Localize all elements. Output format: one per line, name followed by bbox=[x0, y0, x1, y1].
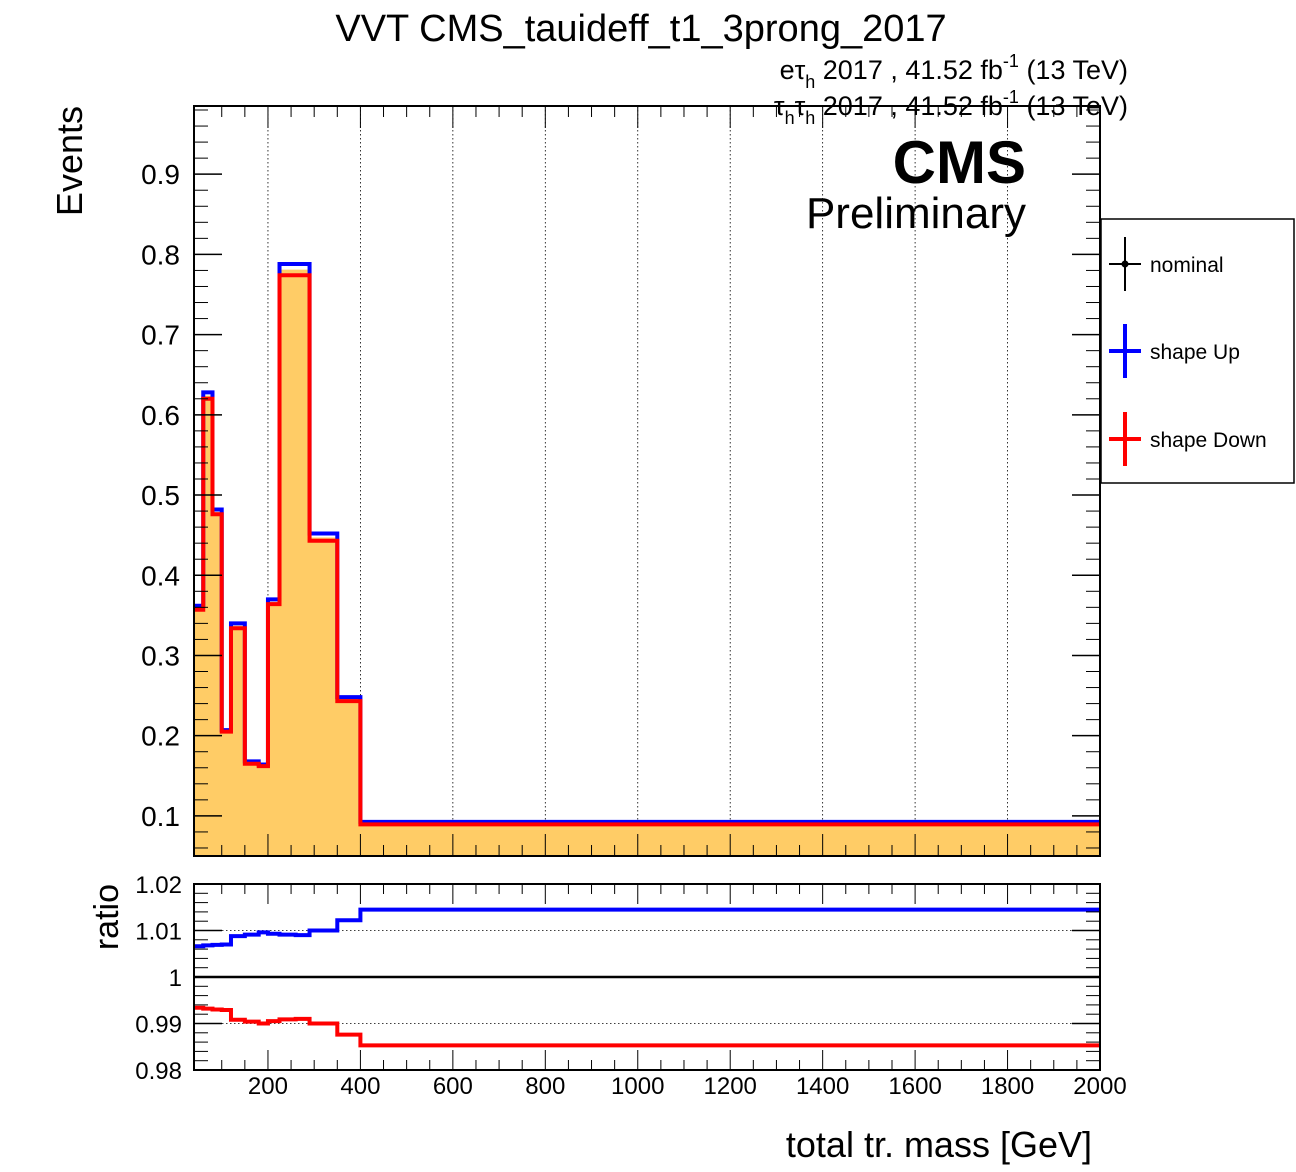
xtick-label-8: 1800 bbox=[981, 1073, 1034, 1100]
top-ytick-label-1: 0.2 bbox=[141, 721, 180, 752]
legend-entry-up: shape Up bbox=[1109, 324, 1240, 378]
channel-label-2: τhτh 2017 , 41.52 fb-1 (13 TeV) bbox=[774, 87, 1128, 128]
ratio-grid bbox=[194, 930, 1100, 1024]
x-axis-label: total tr. mass [GeV] bbox=[786, 1124, 1092, 1165]
top-ytick-label-5: 0.6 bbox=[141, 400, 180, 431]
top-ticks bbox=[194, 106, 1100, 856]
ratio-ytick-labels: 0.98 0.99 1 1.01 1.02 bbox=[135, 872, 182, 1085]
top-ytick-labels: 0.1 0.2 0.3 0.4 0.5 0.6 0.7 0.8 0.9 bbox=[141, 159, 180, 832]
legend-entry-nominal: nominal bbox=[1109, 237, 1224, 291]
xtick-label-5: 1200 bbox=[704, 1073, 757, 1100]
preliminary-label: Preliminary bbox=[806, 189, 1026, 238]
top-lines bbox=[194, 262, 1100, 827]
top-ytick-label-3: 0.4 bbox=[141, 560, 180, 591]
top-ylabel: Events bbox=[49, 106, 90, 216]
ratio-ytick-label-0: 0.98 bbox=[135, 1058, 182, 1085]
xtick-labels: 200 400 600 800 1000 1200 1400 1600 1800 2000 bbox=[248, 1073, 1127, 1100]
top-ytick-label-8: 0.9 bbox=[141, 159, 180, 190]
cms-label: CMS bbox=[893, 129, 1026, 196]
xtick-label-0: 200 bbox=[248, 1073, 288, 1100]
xtick-label-2: 600 bbox=[433, 1073, 473, 1100]
chart-title: VVT CMS_tauideff_t1_3prong_2017 bbox=[335, 8, 946, 50]
top-frame bbox=[193, 105, 1101, 857]
nominal-fill bbox=[194, 269, 1100, 856]
top-ytick-label-0: 0.1 bbox=[141, 801, 180, 832]
top-ytick-label-7: 0.8 bbox=[141, 239, 180, 270]
xtick-label-6: 1400 bbox=[796, 1073, 849, 1100]
ratio-down-line bbox=[194, 1005, 1100, 1048]
legend-entry-down: shape Down bbox=[1109, 412, 1267, 466]
xtick-label-7: 1600 bbox=[888, 1073, 941, 1100]
ratio-ytick-label-4: 1.02 bbox=[135, 872, 182, 899]
ratio-lines bbox=[194, 907, 1100, 1048]
legend-label-nominal: nominal bbox=[1150, 254, 1224, 277]
ratio-ytick-label-3: 1.01 bbox=[135, 919, 182, 946]
top-panel: 0.1 0.2 0.3 0.4 0.5 0.6 0.7 0.8 0.9 Events CMS P… bbox=[49, 105, 1101, 857]
svg-text:τhτh 2017 , 41.52 fb-1 (13 TeV: τhτh 2017 , 41.52 fb-1 (13 TeV) bbox=[774, 87, 1128, 128]
ratio-ticks bbox=[194, 883, 1101, 1071]
legend-label-up: shape Up bbox=[1150, 341, 1240, 364]
ratio-ytick-label-2: 1 bbox=[169, 965, 182, 992]
shape-down-line bbox=[194, 273, 1100, 827]
top-ytick-label-2: 0.3 bbox=[141, 640, 180, 671]
xtick-label-9: 2000 bbox=[1073, 1073, 1126, 1100]
xtick-label-3: 800 bbox=[525, 1073, 565, 1100]
svg-text:eτh 2017 , 41.52 fb-1 (13 TeV): eτh 2017 , 41.52 fb-1 (13 TeV) bbox=[780, 51, 1128, 92]
legend: nominal shape Up shape Down bbox=[1100, 218, 1295, 484]
top-ytick-label-6: 0.7 bbox=[141, 320, 180, 351]
ratio-ytick-label-1: 0.99 bbox=[135, 1012, 182, 1039]
nominal-area bbox=[194, 269, 1100, 856]
xtick-label-1: 400 bbox=[340, 1073, 380, 1100]
ratio-ylabel: ratio bbox=[88, 884, 126, 950]
legend-label-down: shape Down bbox=[1150, 429, 1267, 452]
ratio-up-line bbox=[194, 907, 1100, 949]
top-ytick-label-4: 0.5 bbox=[141, 480, 180, 511]
ratio-panel: 0.98 0.99 1 1.01 1.02 200 400 600 800 1000 1200 14… bbox=[88, 872, 1127, 1165]
channel-label-1: eτh 2017 , 41.52 fb-1 (13 TeV) bbox=[780, 51, 1128, 92]
xtick-label-4: 1000 bbox=[611, 1073, 664, 1100]
